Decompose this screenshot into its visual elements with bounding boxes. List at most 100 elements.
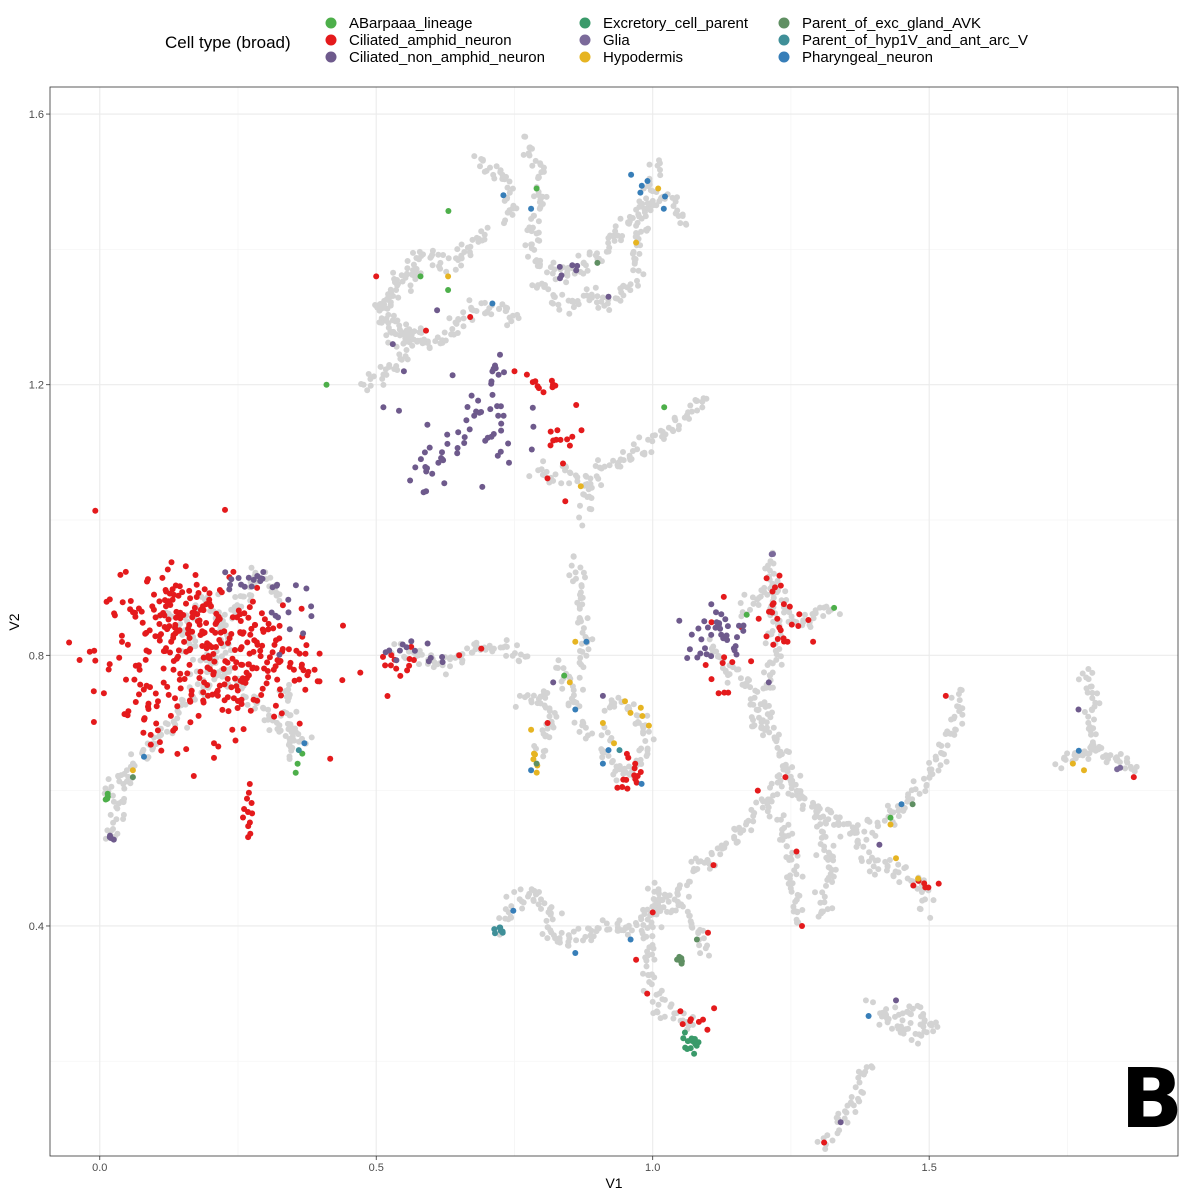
cell-point bbox=[380, 653, 386, 660]
unlabeled-cell-point bbox=[392, 331, 399, 338]
cell-point bbox=[831, 604, 838, 611]
unlabeled-cell-point bbox=[827, 807, 834, 814]
unlabeled-cell-point bbox=[922, 788, 929, 795]
unlabeled-cell-point bbox=[583, 652, 590, 659]
cell-point bbox=[172, 695, 178, 702]
unlabeled-cell-point bbox=[1058, 765, 1065, 772]
unlabeled-cell-point bbox=[164, 721, 171, 728]
unlabeled-cell-point bbox=[612, 223, 619, 230]
unlabeled-cell-point bbox=[576, 674, 583, 681]
cell-point bbox=[572, 638, 579, 645]
cell-point bbox=[245, 809, 251, 815]
unlabeled-cell-point bbox=[512, 703, 519, 710]
unlabeled-cell-point bbox=[916, 790, 923, 797]
cell-point bbox=[424, 421, 431, 428]
unlabeled-cell-point bbox=[501, 220, 507, 227]
unlabeled-cell-point bbox=[702, 945, 709, 952]
unlabeled-cell-point bbox=[542, 694, 549, 701]
unlabeled-cell-point bbox=[532, 157, 539, 164]
unlabeled-cell-point bbox=[785, 880, 792, 887]
unlabeled-cell-point bbox=[504, 322, 511, 329]
unlabeled-cell-point bbox=[874, 823, 881, 830]
cell-point bbox=[676, 617, 683, 624]
unlabeled-cell-point bbox=[774, 816, 781, 823]
unlabeled-cell-point bbox=[509, 312, 516, 319]
unlabeled-cell-point bbox=[481, 231, 488, 238]
cell-point bbox=[225, 708, 232, 715]
cell-point bbox=[478, 645, 485, 652]
cell-point bbox=[770, 600, 777, 607]
unlabeled-cell-point bbox=[1091, 716, 1097, 723]
unlabeled-cell-point bbox=[467, 252, 474, 259]
unlabeled-cell-point bbox=[883, 867, 890, 874]
unlabeled-cell-point bbox=[410, 249, 416, 256]
unlabeled-cell-point bbox=[394, 277, 400, 283]
unlabeled-cell-point bbox=[418, 329, 425, 336]
cell-point bbox=[397, 672, 404, 679]
cell-point bbox=[132, 662, 139, 669]
unlabeled-cell-point bbox=[522, 242, 529, 249]
unlabeled-cell-point bbox=[565, 932, 572, 939]
unlabeled-cell-point bbox=[1124, 759, 1131, 766]
cell-point bbox=[605, 293, 612, 300]
unlabeled-cell-point bbox=[530, 898, 537, 904]
cell-point bbox=[214, 687, 221, 694]
cell-point bbox=[233, 683, 240, 690]
unlabeled-cell-point bbox=[926, 774, 933, 781]
cell-point bbox=[550, 679, 557, 686]
unlabeled-cell-point bbox=[642, 738, 649, 744]
unlabeled-cell-point bbox=[824, 906, 831, 913]
unlabeled-cell-point bbox=[549, 916, 556, 923]
unlabeled-cell-point bbox=[854, 822, 861, 829]
cell-point bbox=[241, 610, 248, 617]
unlabeled-cell-point bbox=[759, 701, 766, 707]
unlabeled-cell-point bbox=[876, 1021, 883, 1028]
cell-point bbox=[530, 423, 537, 430]
cell-point bbox=[273, 637, 279, 644]
cell-point bbox=[686, 646, 693, 653]
cell-point bbox=[271, 641, 278, 648]
cell-point bbox=[229, 655, 236, 662]
unlabeled-cell-point bbox=[650, 1010, 657, 1017]
unlabeled-cell-point bbox=[748, 827, 755, 834]
cell-point bbox=[271, 713, 278, 720]
cell-point bbox=[544, 720, 551, 726]
cell-point bbox=[628, 171, 635, 178]
cell-point bbox=[821, 1139, 828, 1146]
unlabeled-cell-point bbox=[242, 694, 249, 701]
unlabeled-cell-point bbox=[398, 272, 405, 279]
unlabeled-cell-point bbox=[750, 723, 757, 730]
unlabeled-cell-point bbox=[390, 269, 397, 276]
unlabeled-cell-point bbox=[566, 469, 573, 476]
cell-point bbox=[278, 692, 284, 699]
cell-point bbox=[300, 630, 307, 637]
unlabeled-cell-point bbox=[569, 298, 576, 305]
unlabeled-cell-point bbox=[658, 924, 665, 931]
unlabeled-cell-point bbox=[672, 907, 679, 914]
unlabeled-cell-point bbox=[191, 696, 198, 703]
cell-point bbox=[214, 692, 221, 699]
unlabeled-cell-point bbox=[714, 845, 721, 852]
unlabeled-cell-point bbox=[836, 611, 843, 618]
unlabeled-cell-point bbox=[296, 738, 302, 745]
unlabeled-cell-point bbox=[635, 282, 641, 289]
unlabeled-cell-point bbox=[836, 814, 843, 821]
unlabeled-cell-point bbox=[766, 729, 773, 736]
cell-point bbox=[177, 670, 184, 677]
cell-point bbox=[708, 631, 715, 638]
unlabeled-cell-point bbox=[448, 331, 455, 338]
unlabeled-cell-point bbox=[1131, 768, 1138, 775]
cell-point bbox=[245, 672, 252, 679]
unlabeled-cell-point bbox=[127, 780, 134, 787]
cell-point bbox=[627, 936, 634, 943]
unlabeled-cell-point bbox=[646, 944, 653, 951]
cell-point bbox=[140, 686, 147, 693]
unlabeled-cell-point bbox=[194, 681, 201, 688]
unlabeled-cell-point bbox=[779, 826, 786, 833]
cell-point bbox=[311, 666, 318, 673]
cell-point bbox=[254, 697, 261, 704]
unlabeled-cell-point bbox=[676, 422, 682, 429]
unlabeled-cell-point bbox=[393, 287, 400, 293]
unlabeled-cell-point bbox=[418, 651, 425, 658]
unlabeled-cell-point bbox=[629, 215, 636, 221]
